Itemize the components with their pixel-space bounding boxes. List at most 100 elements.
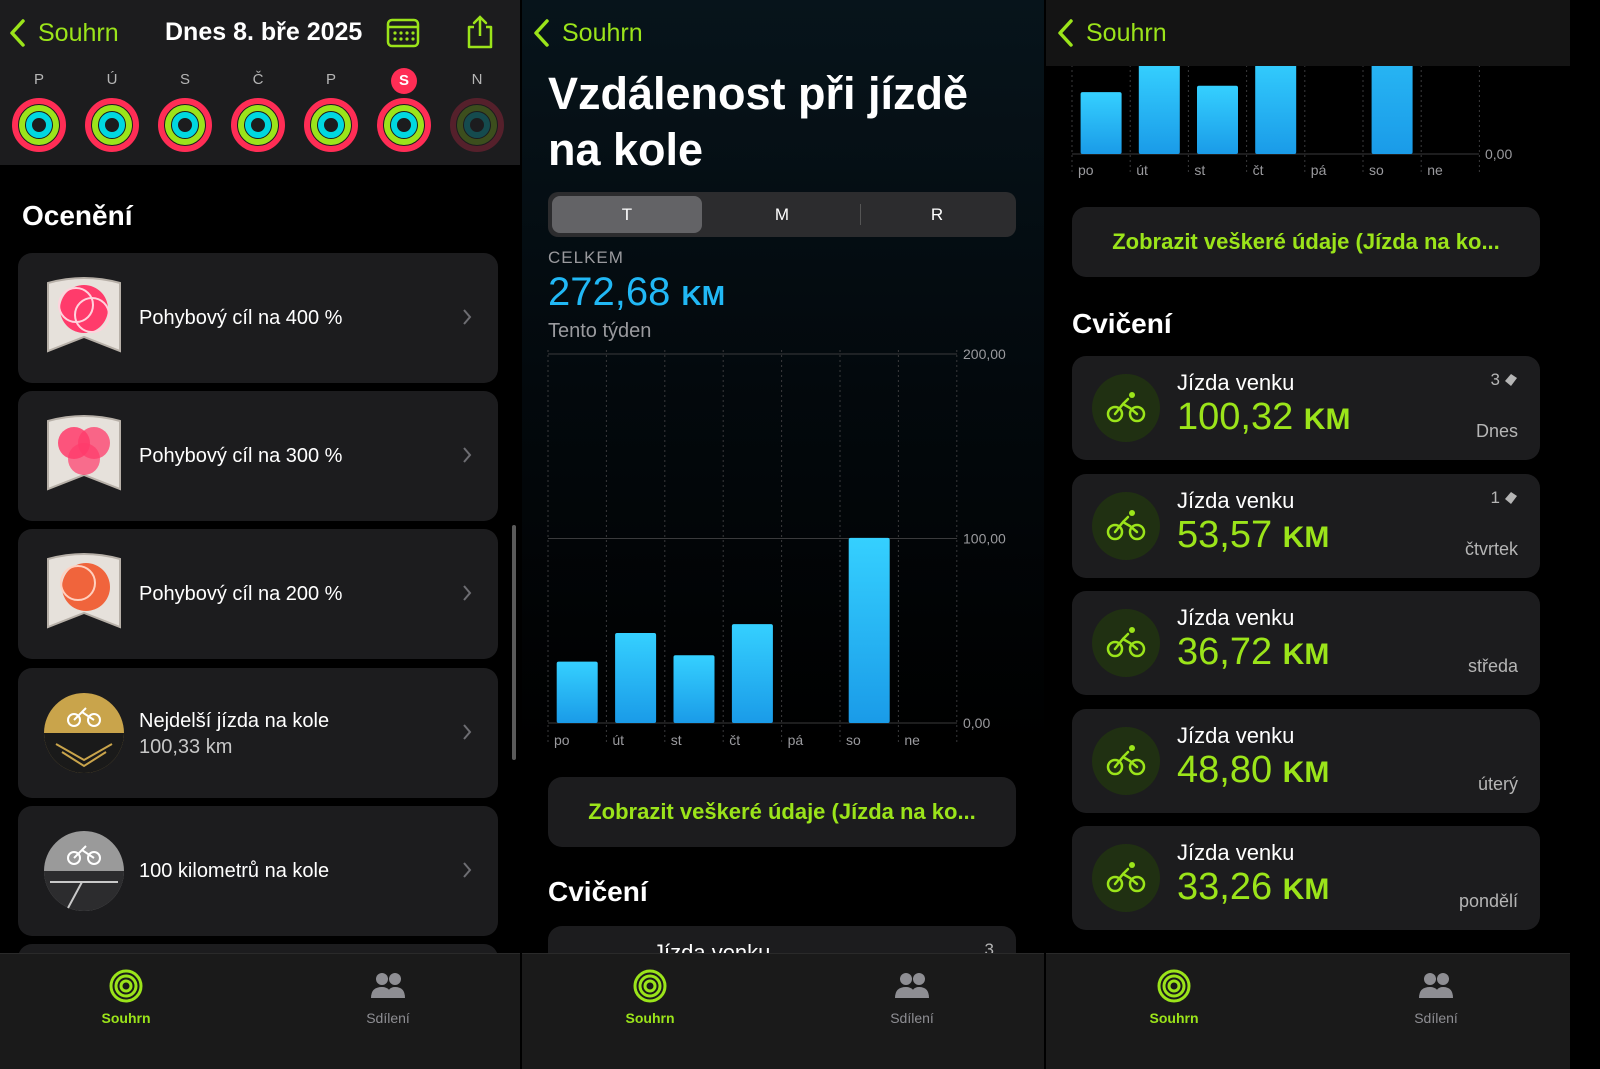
- back-button[interactable]: Souhrn: [1056, 18, 1167, 48]
- stack-icon: [1505, 374, 1517, 386]
- longest-ride-badge-icon: [44, 693, 124, 773]
- day-column[interactable]: S: [155, 68, 215, 159]
- total-value: 272,68 KM: [548, 270, 725, 315]
- workout-count-value: 1: [1490, 487, 1500, 507]
- award-move-300[interactable]: Pohybový cíl na 300 %: [18, 391, 498, 521]
- x-tick-label: ne: [1427, 162, 1443, 178]
- move-goal-200-badge-icon: [47, 553, 121, 629]
- day-column[interactable]: P: [9, 68, 69, 159]
- day-column[interactable]: Ú: [82, 68, 142, 159]
- chevron-left-icon: [1058, 19, 1073, 47]
- bar-st: [1197, 85, 1238, 154]
- workout-distance: 100,32 KM: [1177, 396, 1350, 439]
- day-column[interactable]: P: [301, 68, 361, 159]
- workout-name: Jízda venku: [1177, 605, 1295, 630]
- day-column[interactable]: S: [374, 68, 434, 159]
- x-tick-label: čt: [729, 732, 740, 748]
- chevron-left-icon: [534, 19, 549, 47]
- total-number: 272,68: [548, 270, 671, 314]
- page-title: Vzdálenost při jízdě na kole: [548, 68, 969, 175]
- workout-count-value: 3: [1490, 370, 1500, 389]
- award-move-200[interactable]: Pohybový cíl na 200 %: [18, 529, 498, 659]
- activity-ring-icon: [377, 98, 431, 152]
- activity-ring-icon: [12, 98, 66, 152]
- segment-month[interactable]: M: [774, 205, 790, 224]
- back-button[interactable]: Souhrn: [532, 18, 643, 48]
- workout-card[interactable]: Jízda venku 33,26 KM pondělí: [1072, 826, 1540, 930]
- day-column[interactable]: Č: [228, 68, 288, 159]
- calendar-icon[interactable]: [385, 14, 421, 50]
- total-unit: KM: [681, 280, 726, 311]
- x-tick-label: st: [1194, 162, 1205, 178]
- workout-date: středa: [1467, 656, 1518, 676]
- workout-card[interactable]: Jízda venku 48,80 KM úterý: [1072, 708, 1540, 813]
- day-letter: Č: [228, 68, 288, 92]
- award-move-400[interactable]: Pohybový cíl na 400 %: [18, 253, 498, 383]
- scrollbar[interactable]: [512, 525, 516, 760]
- activity-ring-icon: [450, 98, 504, 152]
- chevron-right-icon: [463, 862, 472, 878]
- activity-ring-icon: [231, 98, 285, 152]
- tab-sharing[interactable]: Sdílení: [328, 968, 448, 1026]
- bar-čt: [731, 624, 773, 723]
- workout-distance-unit: KM: [1282, 520, 1330, 554]
- segment-week[interactable]: T: [552, 196, 702, 233]
- workouts-title: Cvičení: [1072, 308, 1172, 339]
- workout-card[interactable]: Jízda venku 100,32 KM Dnes 3: [1072, 356, 1540, 460]
- workout-distance: 36,72 KM: [1177, 631, 1329, 674]
- back-button[interactable]: Souhrn: [8, 18, 119, 48]
- tab-summary-label: Souhrn: [625, 1010, 675, 1026]
- show-all-data-button[interactable]: Zobrazit veškeré údaje (Jízda na ko...: [1072, 207, 1540, 277]
- bar-po: [1080, 92, 1122, 154]
- activity-rings-icon: [1157, 969, 1191, 1003]
- workout-distance: 48,80 KM: [1177, 749, 1329, 792]
- award-label: Pohybový cíl na 400 %: [139, 307, 343, 329]
- day-letter: N: [447, 68, 507, 92]
- back-label: Souhrn: [1086, 18, 1167, 47]
- day-letter: P: [301, 68, 361, 92]
- show-all-data-button[interactable]: Zobrazit veškeré údaje (Jízda na ko...: [548, 777, 1016, 847]
- bar-so: [848, 537, 890, 723]
- activity-rings-icon: [109, 969, 143, 1003]
- day-letter: P: [9, 68, 69, 92]
- day-column[interactable]: N: [447, 68, 507, 159]
- y-tick-label: 0,00: [963, 715, 990, 731]
- x-tick-label: st: [671, 732, 682, 748]
- workout-name: Jízda venku: [1177, 840, 1295, 865]
- tab-summary[interactable]: Souhrn: [66, 968, 186, 1026]
- tab-summary[interactable]: Souhrn: [590, 968, 710, 1026]
- tab-summary[interactable]: Souhrn: [1114, 968, 1234, 1026]
- move-goal-400-badge-icon: [47, 277, 121, 353]
- chevron-right-icon: [463, 585, 472, 601]
- bar-út: [615, 632, 657, 723]
- workout-card[interactable]: Jízda venku 36,72 KM středa: [1072, 591, 1540, 695]
- bar-po: [556, 661, 598, 723]
- cycling-icon: [1092, 491, 1160, 560]
- bar-út: [1138, 63, 1180, 155]
- segment-year[interactable]: R: [930, 205, 944, 224]
- tab-sharing[interactable]: Sdílení: [852, 968, 972, 1026]
- workout-distance-value: 33,26: [1177, 866, 1273, 908]
- share-icon[interactable]: [462, 14, 498, 50]
- tab-bar: Souhrn Sdílení: [0, 953, 520, 1069]
- x-tick-label: út: [612, 732, 624, 748]
- tab-sharing[interactable]: Sdílení: [1376, 968, 1496, 1026]
- workout-distance: 53,57 KM: [1177, 514, 1329, 557]
- award-longest-ride[interactable]: Nejdelší jízda na kole 100,33 km: [18, 668, 498, 798]
- workout-count: 3: [985, 940, 994, 960]
- cycling-icon: [1092, 374, 1160, 442]
- day-letter-text: S: [179, 71, 190, 88]
- x-tick-label: pá: [1311, 162, 1327, 178]
- workout-distance-unit: KM: [1282, 873, 1330, 906]
- distance-bar-chart: 0,00 100,00 200,00 po út st čt pá so ne: [547, 346, 1006, 748]
- workout-date: úterý: [1477, 773, 1518, 794]
- bar-čt: [1255, 54, 1297, 154]
- cycling-icon: [1092, 726, 1160, 795]
- award-100km[interactable]: 100 kilometrů na kole: [18, 806, 498, 936]
- workout-card[interactable]: Jízda venku 53,57 KM čtvrtek 1: [1072, 473, 1540, 578]
- day-letter-text: Ú: [106, 71, 118, 88]
- workouts-title: Cvičení: [548, 876, 648, 907]
- x-tick-label: po: [1078, 162, 1094, 178]
